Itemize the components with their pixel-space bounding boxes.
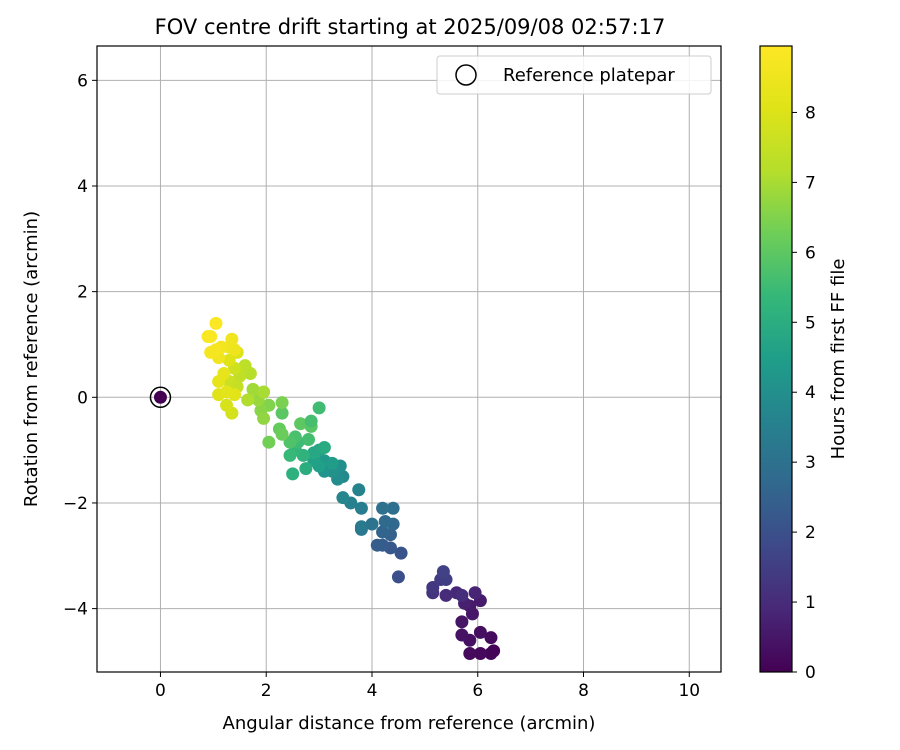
- data-point: [376, 525, 390, 539]
- data-point: [354, 520, 368, 534]
- data-point: [225, 332, 239, 346]
- data-point: [426, 580, 440, 594]
- colorbar-ticks: 0 1 2 3 4 5 6 7 8: [792, 103, 816, 683]
- colorbar-tick-label: 1: [805, 593, 816, 613]
- data-point: [484, 631, 498, 645]
- y-tick-label: −4: [63, 600, 88, 620]
- data-point: [436, 565, 450, 579]
- colorbar-tick-label: 4: [805, 383, 816, 403]
- y-tick-label: −2: [63, 494, 88, 514]
- data-point: [302, 433, 316, 447]
- data-point: [283, 448, 297, 462]
- data-point: [463, 647, 477, 661]
- colorbar-gradient: [759, 45, 793, 673]
- data-point: [386, 501, 400, 515]
- reference-point: [153, 390, 167, 404]
- data-point: [312, 401, 326, 415]
- data-point: [304, 414, 318, 428]
- data-point: [455, 588, 469, 602]
- colorbar-label: Hours from first FF file: [828, 259, 849, 460]
- x-tick-label: 10: [678, 681, 700, 701]
- reference-marker: [149, 386, 172, 409]
- data-point: [365, 517, 379, 531]
- data-point: [241, 393, 255, 407]
- data-point: [336, 491, 350, 505]
- colorbar-tick-label: 3: [805, 453, 816, 473]
- data-point: [394, 546, 408, 560]
- data-point: [455, 615, 469, 629]
- data-point: [473, 647, 487, 661]
- data-point: [455, 628, 469, 642]
- data-point: [217, 367, 231, 381]
- data-point: [275, 427, 289, 441]
- chart-title: FOV centre drift starting at 2025/09/08 …: [155, 15, 666, 39]
- legend-box: [436, 55, 712, 95]
- legend: Reference platepar: [436, 55, 712, 95]
- data-point: [222, 353, 236, 367]
- y-tick-label: 4: [77, 177, 88, 197]
- data-point: [262, 435, 276, 449]
- data-point: [325, 456, 339, 470]
- data-point: [307, 446, 321, 460]
- data-point: [246, 382, 260, 396]
- data-point: [209, 343, 223, 357]
- data-point: [378, 514, 392, 528]
- data-point: [473, 625, 487, 639]
- data-point: [275, 406, 289, 420]
- data-point: [468, 586, 482, 600]
- data-points: [201, 316, 501, 661]
- data-point: [275, 396, 289, 410]
- data-point: [391, 570, 405, 584]
- data-point: [317, 440, 331, 454]
- reference-ring: [149, 386, 172, 409]
- colorbar-tick-label: 6: [805, 243, 816, 263]
- colorbar-tick-label: 7: [805, 173, 816, 193]
- y-tick-label: 6: [77, 71, 88, 91]
- plot-frame: [96, 45, 722, 673]
- data-point: [238, 359, 252, 373]
- y-axis-ticks: −4 −2 0 2 4 6: [63, 71, 97, 620]
- colorbar-tick-label: 5: [805, 313, 816, 333]
- colorbar: 0 1 2 3 4 5 6 7 8 Hours from first FF file: [759, 45, 849, 683]
- data-point: [294, 417, 308, 431]
- data-point: [370, 538, 384, 552]
- x-tick-label: 6: [472, 681, 483, 701]
- data-point: [439, 588, 453, 602]
- data-point: [286, 467, 300, 481]
- y-tick-label: 0: [77, 388, 88, 408]
- data-point: [257, 411, 271, 425]
- x-tick-label: 2: [261, 681, 272, 701]
- x-tick-label: 8: [578, 681, 589, 701]
- data-point: [257, 385, 271, 399]
- legend-reference-label: Reference platepar: [503, 65, 675, 86]
- x-axis-label: Angular distance from reference (arcmin): [223, 713, 596, 734]
- colorbar-tick-label: 2: [805, 523, 816, 543]
- y-tick-label: 2: [77, 283, 88, 303]
- y-axis-label: Rotation from reference (arcmin): [21, 211, 42, 507]
- data-point: [209, 316, 223, 330]
- colorbar-tick-label: 0: [805, 663, 816, 683]
- legend-reference-marker: [455, 64, 477, 86]
- data-point: [220, 385, 234, 399]
- grid: [97, 46, 721, 672]
- data-point: [299, 462, 313, 476]
- plot-area: 0 2 4 6 8 10 −4 −2 0 2 4 6: [63, 45, 722, 701]
- data-point: [484, 647, 498, 661]
- x-tick-label: 4: [367, 681, 378, 701]
- colorbar-tick-label: 8: [805, 103, 816, 123]
- data-point: [227, 343, 241, 357]
- x-axis-ticks: 0 2 4 6 8 10: [155, 672, 700, 701]
- data-point: [220, 398, 234, 412]
- data-point: [352, 483, 366, 497]
- data-point: [376, 501, 390, 515]
- data-point: [283, 435, 297, 449]
- x-tick-label: 0: [155, 681, 166, 701]
- data-point: [354, 501, 368, 515]
- data-point: [204, 330, 218, 344]
